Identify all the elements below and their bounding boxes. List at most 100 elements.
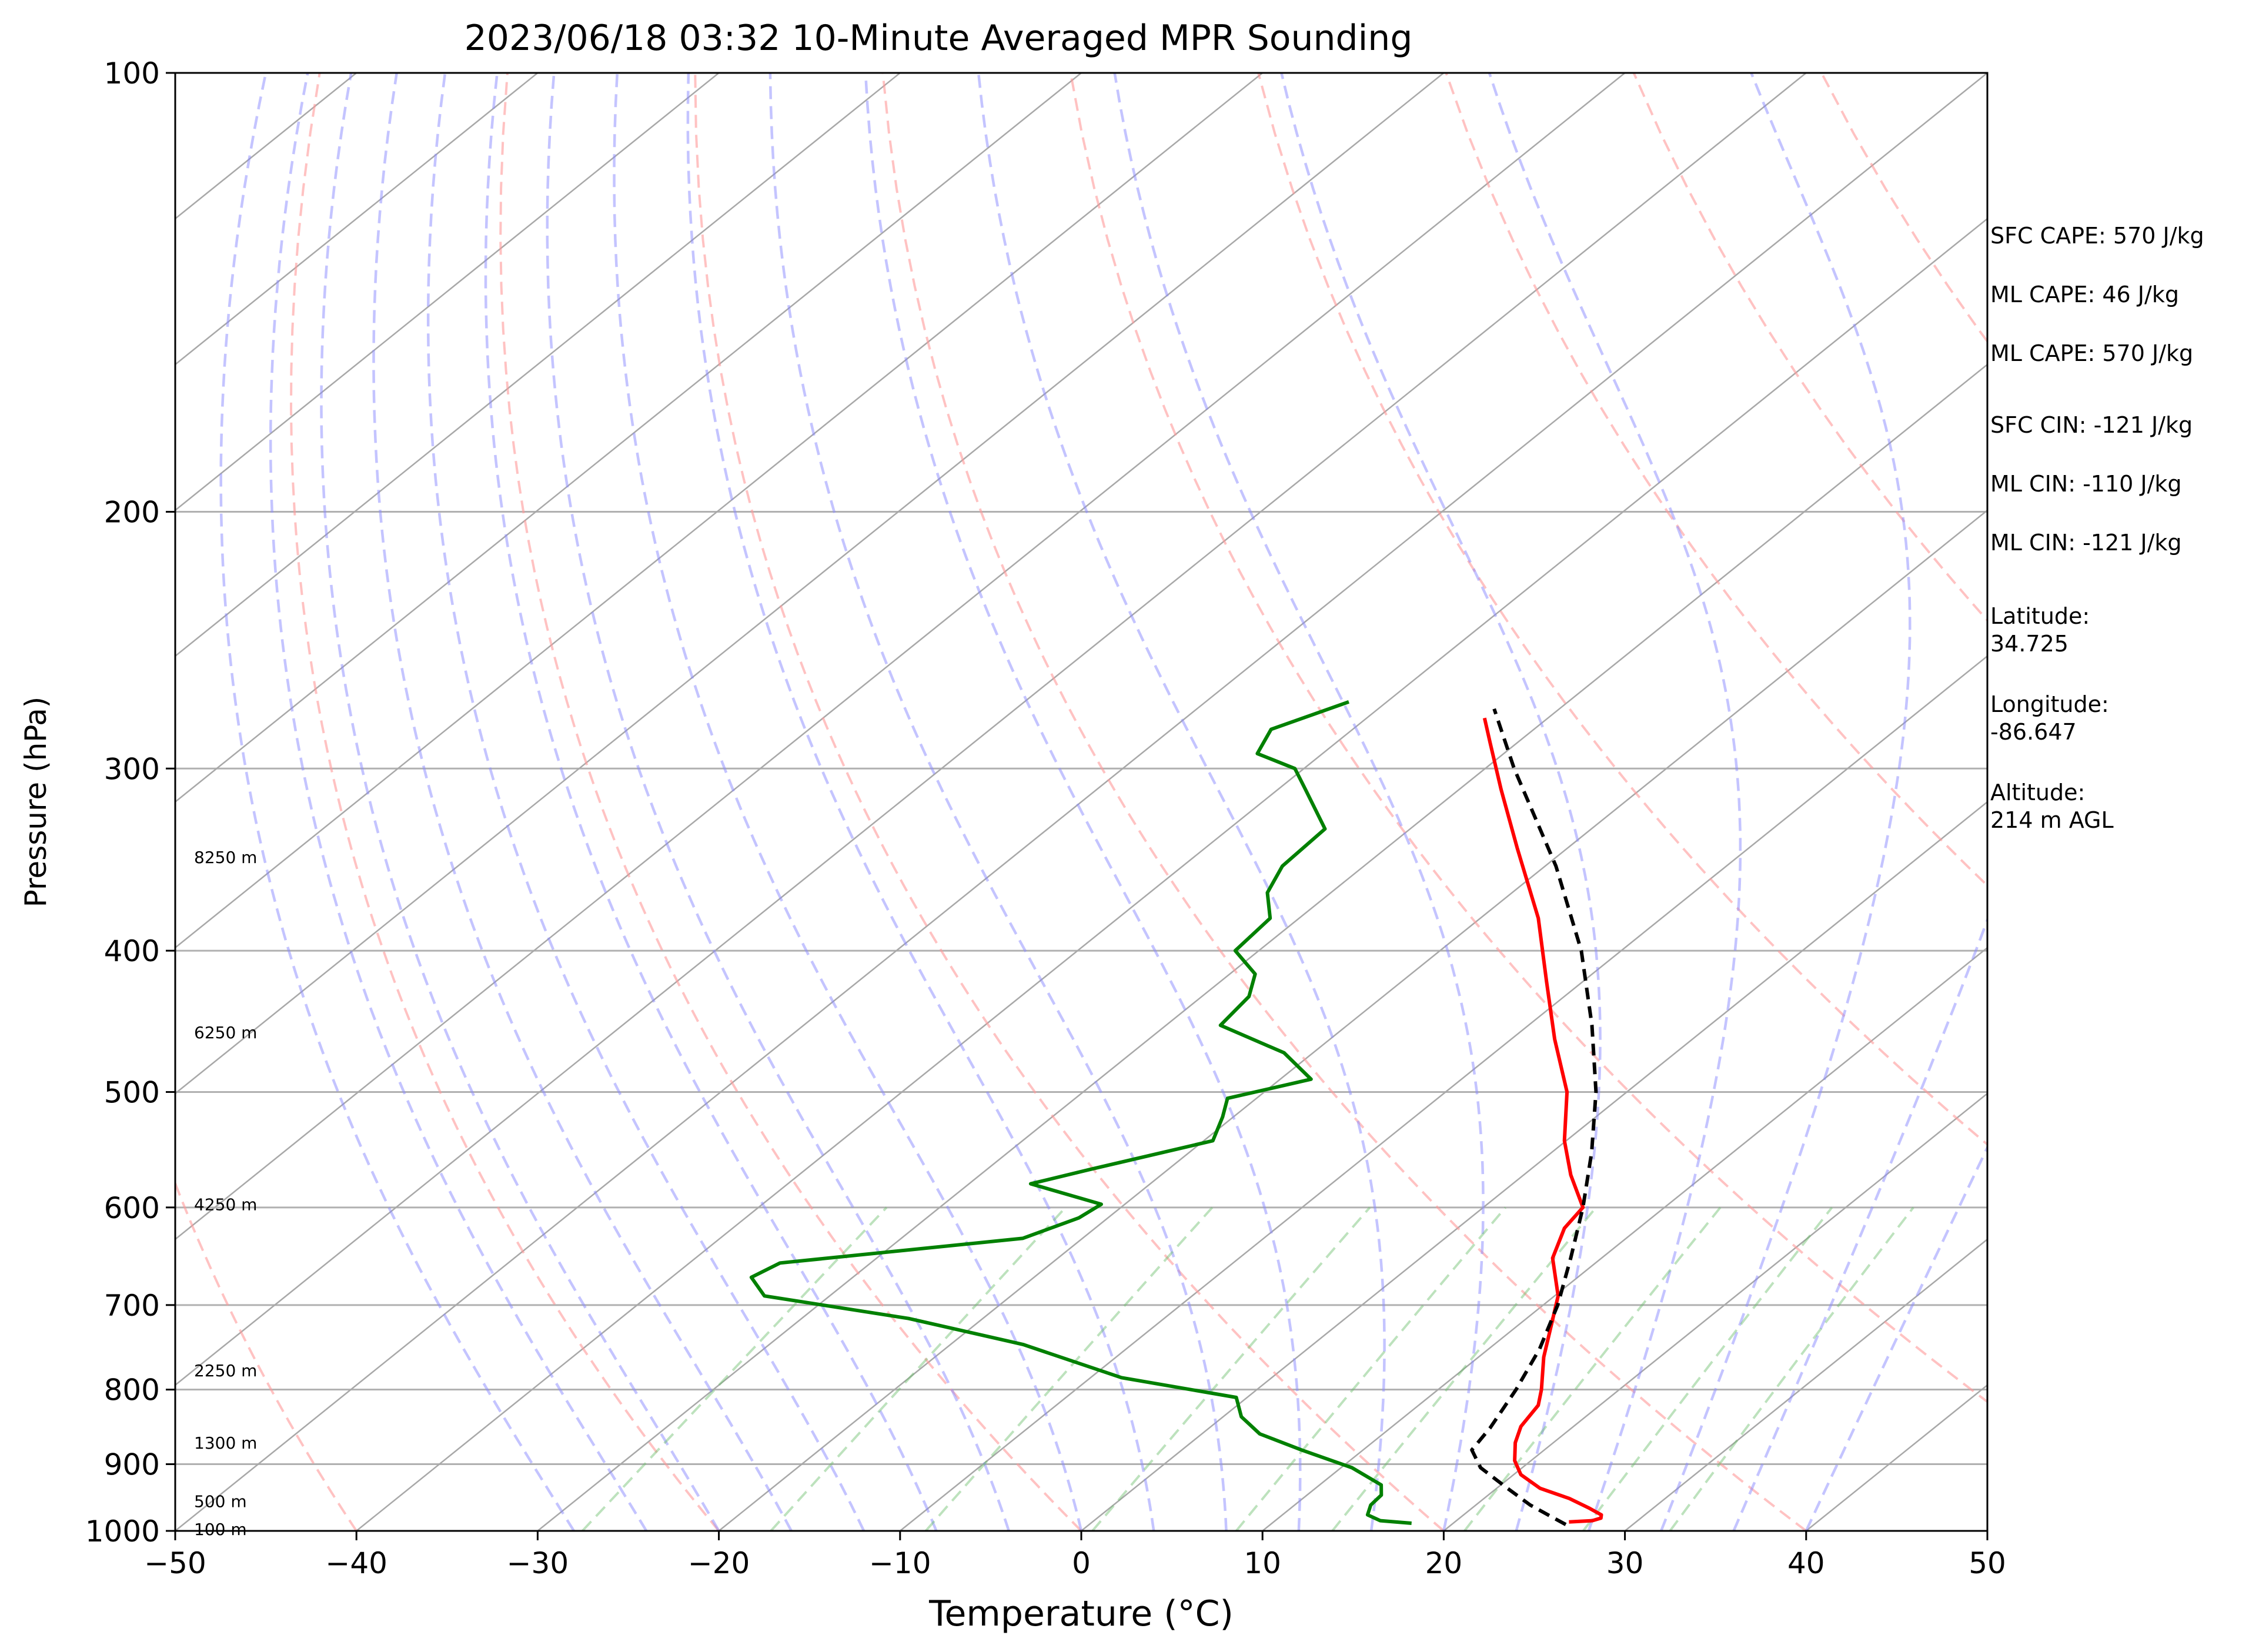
isotherm	[175, 73, 1082, 803]
moist-adiabat	[219, 73, 575, 1531]
x-tick-label: −10	[869, 1546, 931, 1580]
dry-adiabat	[1445, 73, 1987, 888]
mixing-ratio-line	[924, 1206, 1214, 1531]
height-label: 2250 m	[194, 1361, 257, 1380]
isotherm	[1443, 1092, 1987, 1531]
y-tick-label: 300	[104, 752, 160, 786]
parcel-path-line	[1470, 708, 1598, 1526]
dry-adiabat	[694, 73, 1445, 1531]
dry-adiabat	[1069, 73, 1987, 1403]
isotherm	[175, 73, 720, 511]
x-tick-label: −50	[144, 1546, 206, 1580]
moist-adiabat	[864, 73, 1302, 1531]
dry-adiabat	[1257, 73, 1987, 1146]
mixing-ratio-line	[770, 1206, 1067, 1531]
y-tick-label: 400	[104, 934, 160, 968]
x-tick-label: 30	[1606, 1546, 1644, 1580]
y-tick-label: 200	[104, 496, 160, 530]
temperature-line	[1482, 717, 1603, 1524]
x-tick-label: 20	[1425, 1546, 1463, 1580]
mixing-ratio-line	[582, 1206, 888, 1531]
moist-adiabat	[372, 73, 793, 1531]
longitude-label: Longitude: -86.647	[1990, 691, 2109, 745]
ml-cape-label-2: ML CAPE: 570 J/kg	[1990, 340, 2194, 366]
isotherm	[175, 73, 1263, 949]
height-label: 4250 m	[194, 1195, 257, 1214]
sfc-cin-label: SFC CIN: -121 J/kg	[1990, 412, 2193, 438]
height-label: 8250 m	[194, 848, 257, 867]
dry-adiabat	[499, 73, 1082, 1531]
x-tick-label: 10	[1244, 1546, 1281, 1580]
moist-adiabat	[1113, 73, 1485, 1531]
isotherm	[1624, 1238, 1987, 1531]
moist-adiabat	[977, 73, 1386, 1531]
moist-adiabat	[1660, 73, 1912, 1531]
ml-cape-label: ML CAPE: 46 J/kg	[1990, 282, 2179, 307]
isotherm	[1262, 947, 1987, 1531]
moist-adiabat	[613, 73, 1083, 1531]
y-tick-label: 600	[104, 1191, 160, 1225]
y-tick-label: 700	[104, 1289, 160, 1323]
y-tick-label: 900	[104, 1448, 160, 1482]
moist-adiabat	[484, 73, 938, 1531]
moist-adiabat	[546, 73, 1010, 1531]
x-tick-label: 40	[1787, 1546, 1825, 1580]
isotherm	[175, 73, 1445, 1095]
isotherm	[175, 73, 539, 366]
x-tick-label: −40	[325, 1546, 387, 1580]
isotherm	[900, 655, 1987, 1531]
mixing-ratio-line	[1091, 1206, 1371, 1531]
y-tick-label: 1000	[85, 1514, 160, 1549]
x-tick-label: 50	[1969, 1546, 2006, 1580]
x-tick-label: −30	[507, 1546, 569, 1580]
moist-adiabat	[1488, 73, 1742, 1531]
isotherm	[356, 218, 1987, 1531]
isotherm	[537, 363, 1987, 1531]
mixing-ratio-line	[1235, 1206, 1507, 1531]
moist-adiabat	[1732, 916, 1987, 1531]
mixing-ratio-line	[1463, 1206, 1722, 1531]
moist-adiabat	[686, 73, 1155, 1531]
dry-adiabat	[289, 73, 720, 1531]
dry-adiabat	[881, 73, 1807, 1531]
y-tick-label: 100	[104, 56, 160, 91]
isotherm	[175, 73, 1807, 1386]
mixing-ratio-line	[1582, 1206, 1833, 1531]
height-labels: 8250 m 6250 m 4250 m 2250 m 1300 m 500 m 100 m	[194, 848, 257, 1539]
latitude-label: Latitude: 34.725	[1990, 603, 2090, 657]
dewpoint-line	[749, 700, 1412, 1525]
moist-adiabat	[426, 73, 865, 1531]
y-tick-label: 800	[104, 1373, 160, 1407]
isotherm	[175, 73, 1987, 1531]
isotherm	[175, 73, 1626, 1240]
isotherm	[718, 509, 1987, 1531]
chart-title: 2023/06/18 03:32 10-Minute Averaged MPR …	[465, 18, 1413, 59]
ml-cin-label-2: ML CIN: -121 J/kg	[1990, 530, 2182, 556]
height-label: 6250 m	[194, 1023, 257, 1042]
y-axis-label: Pressure (hPa)	[19, 697, 53, 908]
moist-adiabat	[1280, 73, 1602, 1531]
sounding-traces	[749, 700, 1603, 1526]
dry-adiabat	[2197, 73, 2259, 1531]
moist-adiabat	[269, 73, 648, 1531]
x-axis-label: Temperature (°C)	[928, 1593, 1234, 1634]
ml-cin-label: ML CIN: -110 J/kg	[1990, 471, 2182, 497]
height-label: 1300 m	[194, 1433, 257, 1453]
isotherm	[175, 73, 357, 220]
moist-adiabat	[768, 73, 1228, 1531]
dry-adiabat	[175, 1180, 357, 1531]
height-label: 100 m	[194, 1520, 247, 1539]
x-tick-label: 0	[1072, 1546, 1091, 1580]
mixing-ratio-line	[1331, 1206, 1598, 1531]
altitude-label: Altitude: 214 m AGL	[1990, 780, 2114, 833]
moist-adiabat	[320, 73, 720, 1531]
y-tick-label: 500	[104, 1075, 160, 1109]
height-label: 500 m	[194, 1492, 247, 1511]
sfc-cape-label: SFC CAPE: 570 J/kg	[1990, 223, 2204, 249]
x-tick-label: −20	[688, 1546, 750, 1580]
isotherm	[175, 73, 901, 657]
background-grid	[175, 73, 2259, 1531]
mixing-ratio-line	[1669, 1206, 1914, 1531]
axis-ticks: −50 −40 −30 −20 −10 0 10 20 30 40 50 100 200 300 400 50…	[85, 56, 2006, 1580]
